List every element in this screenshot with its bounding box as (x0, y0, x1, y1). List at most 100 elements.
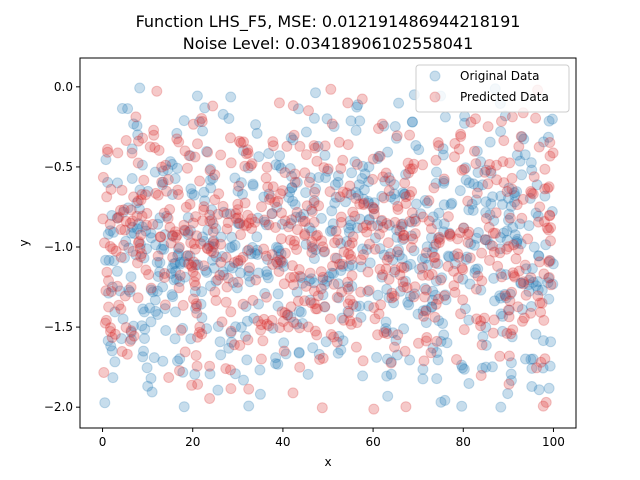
scatter-point (439, 289, 451, 301)
scatter-point (544, 255, 556, 267)
scatter-point (475, 284, 487, 296)
scatter-point (501, 186, 513, 197)
scatter-point (154, 266, 166, 278)
scatter-point (492, 260, 504, 272)
scatter-point (308, 140, 320, 152)
scatter-point (102, 143, 113, 155)
scatter-point (158, 207, 170, 219)
scatter-point (185, 183, 197, 195)
scatter-point (174, 256, 186, 268)
scatter-point (249, 248, 261, 259)
scatter-point (142, 380, 154, 392)
scatter-point (385, 191, 397, 203)
scatter-point (184, 150, 196, 162)
scatter-point (457, 264, 469, 276)
scatter-point (381, 328, 393, 340)
scatter-point (305, 172, 316, 184)
scatter-point (247, 294, 259, 306)
scatter-point (530, 112, 542, 124)
scatter-point (179, 346, 191, 358)
scatter-point (313, 172, 325, 183)
scatter-point (157, 165, 169, 177)
scatter-point (534, 256, 546, 268)
scatter-point (167, 251, 179, 263)
scatter-point (212, 384, 224, 396)
scatter-point (497, 310, 509, 322)
scatter-point (381, 218, 393, 229)
scatter-point (308, 216, 320, 228)
scatter-point (225, 325, 237, 337)
scatter-point (293, 305, 305, 317)
scatter-point (123, 284, 135, 296)
scatter-point (381, 370, 393, 382)
scatter-point (99, 237, 110, 249)
scatter-point (97, 171, 109, 183)
scatter-point (130, 111, 142, 123)
scatter-point (325, 83, 337, 95)
scatter-point (293, 346, 305, 358)
scatter-point (544, 209, 556, 221)
scatter-point (206, 204, 218, 216)
scatter-point (98, 367, 110, 378)
scatter-point (232, 212, 244, 224)
scatter-point (357, 249, 369, 261)
scatter-point (306, 273, 317, 285)
scatter-point (125, 333, 137, 345)
scatter-point (536, 284, 548, 296)
scatter-point (433, 231, 445, 243)
scatter-point (274, 254, 286, 266)
scatter-point (326, 205, 338, 217)
scatter-point (407, 116, 418, 128)
scatter-point (530, 207, 542, 219)
scatter-point (389, 264, 401, 276)
scatter-point (358, 193, 369, 205)
scatter-point (140, 264, 152, 276)
scatter-point (270, 159, 282, 171)
scatter-point (352, 190, 364, 201)
scatter-point (134, 82, 146, 94)
scatter-point (196, 328, 208, 340)
scatter-point (153, 144, 165, 156)
scatter-point (324, 186, 336, 198)
scatter-point (272, 195, 284, 207)
scatter-point (468, 178, 480, 190)
scatter-point (458, 222, 469, 234)
scatter-point (520, 263, 532, 275)
scatter-point (540, 396, 552, 408)
chart-title-line-1: Function LHS_F5, MSE: 0.0121914869442181… (136, 12, 521, 32)
scatter-point (362, 286, 374, 297)
scatter-point (244, 262, 255, 274)
scatter-point (397, 281, 409, 293)
scatter-point (242, 334, 254, 346)
scatter-point (460, 174, 472, 186)
scatter-point (433, 140, 445, 152)
scatter-point (536, 297, 548, 309)
scatter-point (189, 243, 201, 255)
scatter-point (419, 283, 431, 294)
scatter-point (175, 324, 187, 336)
scatter-point (207, 241, 219, 253)
scatter-point (204, 174, 216, 186)
scatter-point (426, 246, 438, 258)
scatter-point (331, 336, 343, 348)
scatter-point (385, 356, 397, 368)
scatter-point (480, 207, 492, 218)
scatter-point (272, 358, 284, 370)
scatter-point (362, 197, 374, 209)
scatter-point (124, 335, 136, 347)
scatter-point (218, 206, 230, 218)
scatter-point (134, 184, 146, 196)
scatter-point (427, 342, 439, 354)
scatter-point (167, 230, 179, 242)
scatter-point (483, 221, 495, 233)
scatter-point (100, 314, 112, 326)
scatter-point (217, 266, 229, 278)
scatter-point (508, 270, 520, 282)
scatter-point (400, 401, 412, 413)
scatter-point (320, 336, 332, 348)
scatter-point (397, 187, 409, 199)
scatter-point (115, 204, 126, 216)
scatter-point (539, 163, 551, 175)
scatter-point (363, 300, 374, 312)
scatter-point (279, 215, 291, 227)
